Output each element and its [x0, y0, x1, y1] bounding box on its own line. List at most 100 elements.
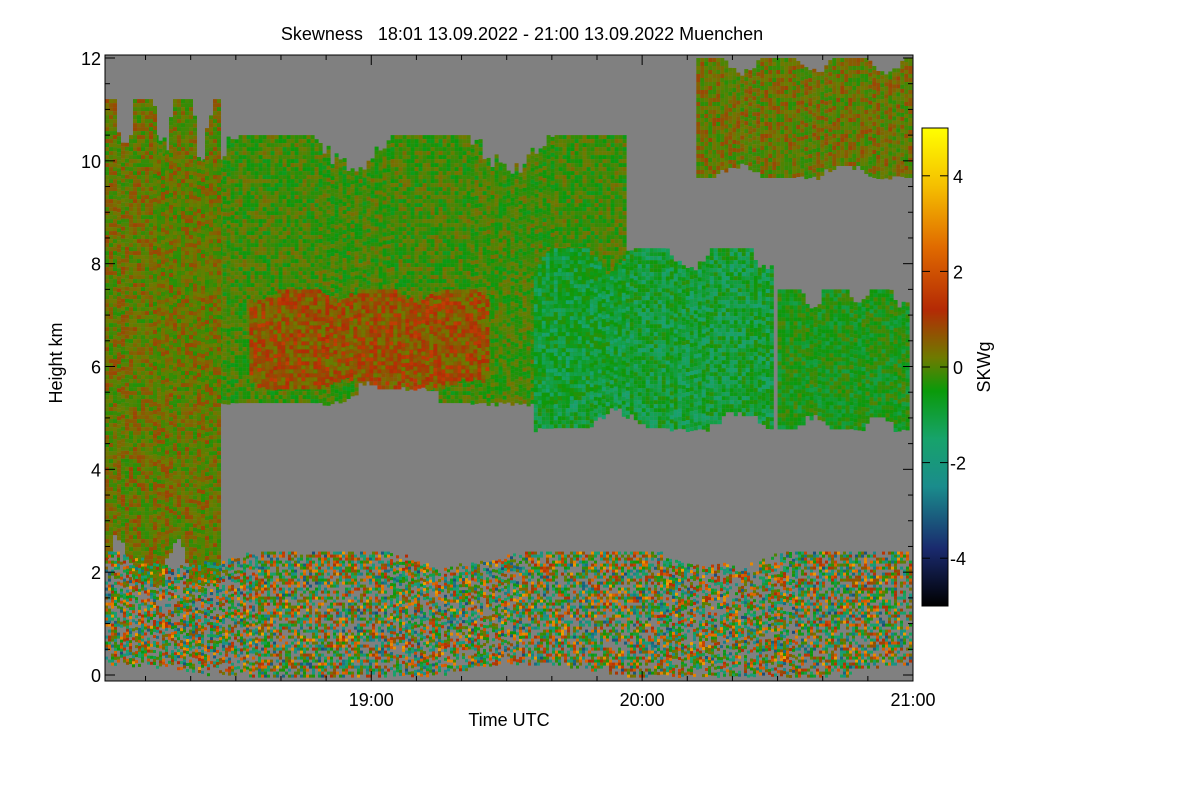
heatmap-cell: [390, 183, 395, 188]
heatmap-cell: [238, 335, 243, 340]
heatmap-cell: [458, 163, 463, 168]
heatmap-cell: [322, 401, 327, 406]
heatmap-cell: [250, 387, 255, 392]
heatmap-cell: [222, 260, 227, 265]
heatmap-cell: [242, 223, 247, 228]
heatmap-cell: [342, 190, 347, 195]
heatmap-cell: [286, 199, 291, 204]
heatmap-cell: [250, 219, 255, 224]
heatmap-cell: [310, 143, 315, 148]
heatmap-cell: [274, 399, 279, 404]
heatmap-cell: [306, 247, 311, 252]
heatmap-cell: [282, 287, 287, 292]
heatmap-cell: [378, 282, 383, 287]
heatmap-cell: [226, 196, 231, 201]
heatmap-cell: [450, 391, 455, 396]
heatmap-cell: [254, 143, 259, 148]
heatmap-cell: [326, 289, 331, 294]
heatmap-cell: [434, 203, 439, 208]
heatmap-cell: [294, 219, 299, 224]
heatmap-cell: [370, 250, 375, 255]
heatmap-cell: [234, 219, 239, 224]
heatmap-cell: [226, 152, 231, 157]
heatmap-cell: [278, 259, 283, 264]
heatmap-cell: [382, 232, 387, 237]
heatmap-cell: [442, 235, 447, 240]
heatmap-cell: [346, 191, 351, 195]
heatmap-cell: [270, 263, 275, 268]
heatmap-cell: [246, 367, 251, 372]
heatmap-cell: [306, 251, 311, 256]
heatmap-cell: [238, 227, 243, 232]
heatmap-cell: [438, 255, 443, 260]
heatmap-cell: [438, 179, 443, 184]
heatmap-cell: [294, 259, 299, 264]
heatmap-cell: [326, 249, 331, 254]
heatmap-cell: [430, 175, 435, 180]
heatmap-cell: [234, 363, 239, 368]
heatmap-cell: [266, 263, 271, 268]
heatmap-cell: [242, 235, 247, 240]
heatmap-cell: [390, 143, 395, 148]
heatmap-cell: [374, 282, 379, 287]
heatmap-cell: [410, 251, 415, 256]
heatmap-cell: [310, 247, 315, 252]
heatmap-cell: [262, 147, 267, 152]
heatmap-cell: [438, 247, 443, 252]
heatmap-cell: [230, 395, 235, 400]
heatmap-cell: [322, 241, 327, 246]
heatmap-cell: [246, 235, 251, 240]
heatmap-cell: [422, 167, 427, 172]
heatmap-cell: [426, 183, 431, 188]
heatmap-cell: [266, 171, 271, 176]
heatmap-cell: [258, 163, 263, 168]
heatmap-cell: [422, 235, 427, 240]
heatmap-cell: [338, 267, 343, 272]
heatmap-cell: [294, 179, 299, 184]
heatmap-cell: [406, 143, 411, 148]
heatmap-cell: [378, 150, 383, 155]
heatmap-cell: [410, 231, 415, 236]
heatmap-cell: [298, 191, 303, 196]
heatmap-cell: [346, 259, 351, 263]
heatmap-cell: [330, 252, 335, 257]
heatmap-cell: [294, 239, 299, 244]
heatmap-cell: [246, 275, 251, 280]
heatmap-cell: [226, 356, 231, 361]
heatmap-cell: [318, 183, 323, 187]
heatmap-cell: [326, 157, 331, 162]
heatmap-cell: [426, 235, 431, 240]
heatmap-cell: [446, 223, 451, 228]
heatmap-cell: [370, 194, 375, 199]
heatmap-cell: [386, 244, 391, 249]
heatmap-cell: [250, 223, 255, 228]
heatmap-cell: [470, 280, 475, 285]
heatmap-cell: [266, 283, 271, 288]
heatmap-cell: [378, 186, 383, 191]
heatmap-cell: [246, 263, 251, 268]
heatmap-cell: [234, 259, 239, 264]
heatmap-cell: [234, 307, 239, 312]
heatmap-cell: [426, 247, 431, 252]
heatmap-cell: [350, 200, 355, 205]
heatmap-cell: [226, 288, 231, 293]
heatmap-cell: [434, 175, 439, 180]
heatmap-cell: [230, 283, 235, 288]
heatmap-cell: [294, 195, 299, 200]
heatmap-cell: [406, 203, 411, 208]
heatmap-cell: [322, 265, 327, 270]
heatmap-cell: [290, 239, 295, 244]
heatmap-cell: [242, 199, 247, 204]
heatmap-cell: [362, 205, 367, 210]
heatmap-cell: [226, 164, 231, 169]
heatmap-cell: [410, 247, 415, 252]
heatmap-cell: [454, 271, 459, 276]
heatmap-cell: [226, 260, 231, 265]
heatmap-cell: [382, 276, 387, 281]
heatmap-cell: [310, 135, 315, 140]
heatmap-cell: [234, 163, 239, 168]
heatmap-cell: [226, 380, 231, 385]
heatmap-cell: [398, 215, 403, 220]
heatmap-cell: [262, 175, 267, 180]
heatmap-cell: [406, 171, 411, 176]
